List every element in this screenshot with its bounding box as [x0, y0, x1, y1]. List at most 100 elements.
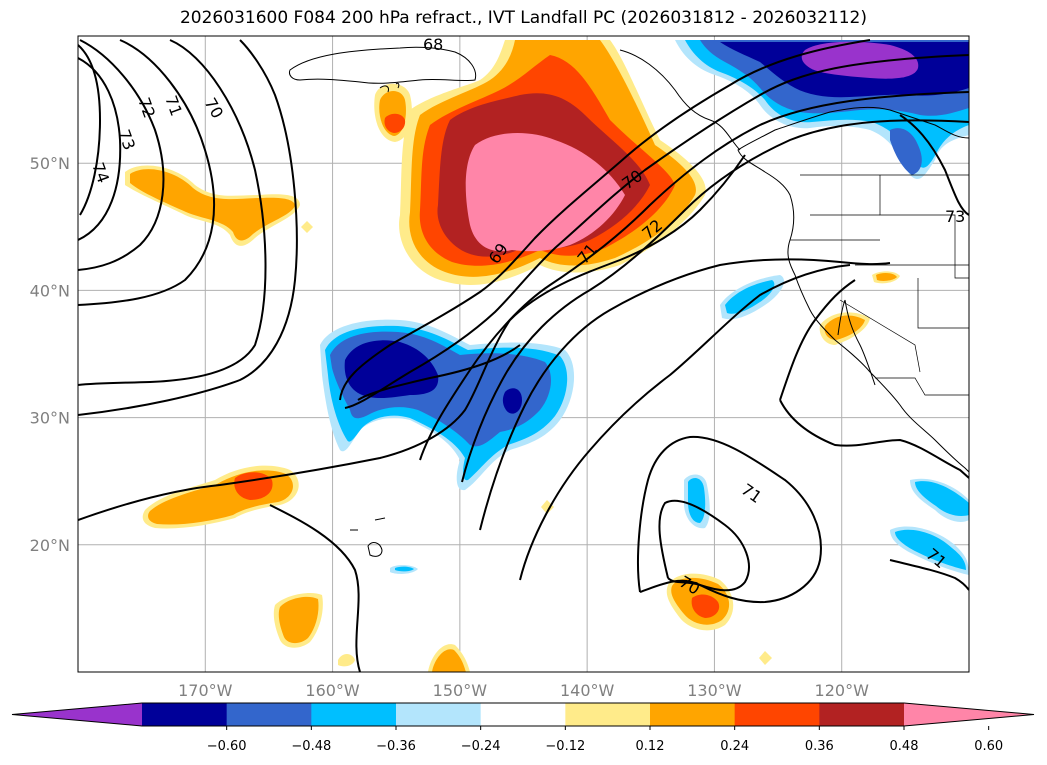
colorbar-segment — [142, 703, 228, 726]
contour-72 — [461, 119, 969, 483]
contour-71-south — [78, 154, 746, 521]
negative-anomaly-subtropical — [684, 474, 710, 529]
colorbar-tick-label: −0.60 — [207, 739, 247, 754]
contour-72-south — [479, 258, 891, 531]
coastline-alaska — [289, 46, 477, 84]
region-orange — [432, 649, 466, 672]
contour-74 — [78, 44, 102, 216]
latitude-label: 30°N — [30, 409, 70, 428]
contour-70-west — [78, 39, 267, 386]
latitude-label: 40°N — [30, 281, 70, 300]
colorbar-outline — [11, 702, 1035, 727]
colorbar-tick-label: 0.48 — [890, 739, 919, 754]
latitude-labels: 50°N 40°N 30°N 20°N — [30, 154, 70, 555]
contour-71-se — [889, 559, 969, 591]
contour-70 — [344, 54, 969, 409]
contour-71-north — [419, 91, 969, 461]
contour-71-east — [779, 279, 969, 479]
latitude-label: 20°N — [30, 536, 70, 555]
region-red-orange — [384, 113, 406, 133]
map-frame — [77, 35, 970, 673]
contour-69 — [339, 39, 871, 401]
longitude-label: 140°W — [560, 681, 615, 700]
region-blue — [890, 128, 922, 175]
region-sky-blue — [395, 566, 414, 572]
region-orange — [876, 272, 897, 281]
longitude-labels: 170°W 160°W 150°W 140°W 130°W 120°W — [178, 681, 869, 700]
region-red-orange — [691, 594, 720, 618]
colorbar-tick-label: −0.48 — [291, 739, 331, 754]
coastline-alaska-panhandle — [619, 49, 741, 151]
longitude-label: 120°W — [815, 681, 870, 700]
positive-anomaly-small-north — [374, 83, 412, 142]
latitude-label: 50°N — [30, 154, 70, 173]
region-sky-blue — [688, 478, 706, 523]
colorbar-tick-label: −0.24 — [461, 739, 501, 754]
contour-70-west-outer — [78, 39, 298, 416]
region-sky-blue — [915, 481, 969, 516]
contour-70-loop — [658, 499, 750, 592]
colorbar-segment — [480, 703, 566, 726]
region-yellow — [759, 651, 772, 665]
coastlines — [289, 46, 969, 557]
coastline-north-america — [737, 106, 969, 473]
map-title: 2026031600 F084 200 hPa refract., IVT La… — [179, 8, 867, 28]
colorbar-segment — [226, 703, 312, 726]
positive-anomaly-southwest — [142, 465, 299, 529]
border-states — [879, 175, 969, 279]
region-orange — [130, 169, 295, 241]
colorbar-segment — [311, 703, 397, 726]
region-navy — [344, 340, 439, 399]
region-sky-blue — [725, 280, 775, 314]
region-sky-blue — [895, 529, 966, 570]
colorbar-segment — [734, 703, 820, 726]
contour-71-hawaii — [269, 504, 361, 672]
colorbar: −0.60 −0.48 −0.36 −0.24 −0.12 0.12 0.24 0.36 0.4… — [11, 702, 1035, 754]
region-yellow — [541, 500, 554, 514]
colorbar-segment — [650, 703, 736, 726]
refractivity-contours — [78, 39, 969, 672]
border-states-west — [790, 214, 969, 373]
negative-anomaly-southeast — [890, 478, 969, 575]
contour-73-east — [899, 114, 969, 216]
colorbar-tick-label: 0.60 — [974, 739, 1003, 754]
contour-71-subtropical — [519, 264, 851, 581]
longitude-label: 160°W — [305, 681, 360, 700]
positive-anomaly-west — [125, 165, 300, 246]
contour-71 — [78, 39, 216, 306]
colorbar-tick-label: −0.12 — [545, 739, 585, 754]
region-navy — [502, 388, 522, 414]
longitude-label: 150°W — [433, 681, 488, 700]
negative-anomaly-central-pacific — [320, 319, 575, 491]
contour-72 — [78, 39, 165, 271]
region-orange — [278, 596, 319, 644]
colorbar-tick-label: 0.36 — [805, 739, 834, 754]
political-borders — [790, 174, 969, 396]
border-us-mexico — [875, 377, 969, 396]
longitude-label: 130°W — [687, 681, 742, 700]
colorbar-tick-label: 0.24 — [720, 739, 749, 754]
contour-73 — [78, 57, 122, 241]
map-area: 74 73 72 71 70 68 69 70 71 72 71 70 71 7… — [78, 35, 969, 672]
region-yellow — [338, 654, 355, 667]
contour-69-tail — [357, 344, 521, 401]
positive-anomaly-small-blobs — [273, 221, 900, 672]
contour-71-loop — [636, 435, 822, 604]
contour-label: 68 — [423, 35, 443, 54]
colorbar-tick-label: 0.12 — [636, 739, 665, 754]
negative-anomaly-offshore — [720, 275, 785, 320]
colorbar-segment — [565, 703, 651, 726]
coastline-baja — [837, 299, 876, 386]
colorbar-extend-max — [904, 703, 1034, 726]
colorbar-segment — [396, 703, 482, 726]
region-orange — [824, 315, 865, 340]
colorbar-extend-min — [12, 703, 142, 726]
colorbar-segment — [819, 703, 905, 726]
coastline-hawaii — [350, 517, 386, 557]
longitude-label: 170°W — [178, 681, 233, 700]
colorbar-tick-label: −0.36 — [376, 739, 416, 754]
contour-label: 73 — [945, 207, 965, 226]
coastline-islands — [379, 82, 400, 93]
region-yellow — [301, 221, 313, 233]
